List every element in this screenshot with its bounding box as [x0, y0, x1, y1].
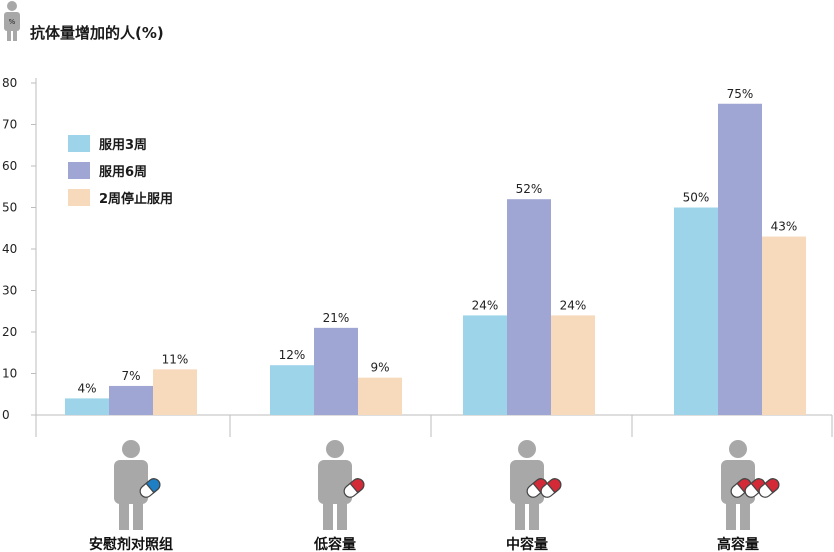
pill-color-half: [546, 478, 562, 494]
data-label: 75%: [727, 87, 754, 101]
category-label: 安慰剂对照组: [89, 536, 173, 552]
person-body: [114, 460, 148, 504]
person-head: [326, 440, 344, 458]
pill: [139, 478, 161, 498]
person-body: [318, 460, 352, 504]
data-label: 9%: [370, 361, 389, 375]
legend-label-6-weeks: 服用6周: [99, 165, 148, 180]
category-icons: [114, 440, 780, 530]
y-tick-label: 50: [2, 201, 17, 215]
person-head: [729, 440, 747, 458]
data-labels: 4% 7% 11% 安慰剂对照组 12% 21% 9% 低容量 24% 52% 24% 中容量 50% 7…: [77, 87, 797, 552]
person-leg: [726, 500, 736, 530]
data-label: 4%: [77, 381, 96, 395]
legend-swatch-3-weeks: [68, 135, 90, 152]
data-label: 43%: [771, 220, 798, 234]
legend-swatch-stop: [68, 189, 90, 206]
person-three-red-pills-icon: [721, 440, 780, 530]
data-label: 52%: [516, 182, 543, 196]
person-leg: [119, 500, 129, 530]
category-label: 低容量: [313, 536, 356, 552]
legend-item: 服用6周: [68, 157, 173, 184]
person-leg: [740, 500, 750, 530]
bar: [762, 236, 806, 415]
bar: [551, 315, 595, 415]
legend-item: 2周停止服用: [68, 184, 173, 211]
y-tick-label: 20: [2, 325, 17, 339]
person-percent-icon: %: [4, 1, 20, 41]
bar: [109, 385, 153, 415]
bar: [718, 103, 762, 415]
pill: [758, 478, 780, 498]
pill-color-half: [764, 478, 780, 494]
bar: [463, 315, 507, 415]
y-tick-label: 40: [2, 242, 17, 256]
y-tick-label: 10: [2, 367, 17, 381]
legend-label-stop: 2周停止服用: [99, 192, 174, 207]
data-label: 21%: [323, 311, 350, 325]
data-label: 24%: [560, 298, 587, 312]
pill: [343, 478, 365, 498]
person-one-red-pill-icon: [318, 440, 365, 530]
bar: [314, 327, 358, 415]
axes: 0 10 20 30 40 50 60 70 80: [2, 76, 833, 437]
category-label: 中容量: [506, 536, 548, 552]
y-tick-label: 80: [2, 76, 17, 90]
legend-swatch-6-weeks: [68, 162, 90, 179]
person-blue-pill-icon: [114, 440, 161, 530]
data-label: 24%: [472, 298, 499, 312]
bar: [270, 365, 314, 415]
person-leg: [529, 500, 539, 530]
data-label: 11%: [162, 352, 189, 366]
legend: 服用3周 服用6周 2周停止服用: [68, 130, 173, 211]
chart-title: 抗体量增加的人(%): [30, 24, 164, 42]
legend-item: 服用3周: [68, 130, 173, 157]
y-tick-label: 30: [2, 284, 17, 298]
person-leg: [337, 500, 347, 530]
pill-color-half: [349, 478, 365, 494]
y-tick-label: 0: [2, 408, 10, 422]
bars: [65, 103, 806, 415]
bar: [65, 398, 109, 415]
data-label: 7%: [121, 369, 140, 383]
person-leg: [133, 500, 143, 530]
pill-color-half: [145, 478, 161, 494]
bar: [358, 377, 402, 415]
person-leg: [323, 500, 333, 530]
y-tick-label: 60: [2, 159, 17, 173]
bar: [674, 207, 718, 415]
person-head: [518, 440, 536, 458]
legend-label-3-weeks: 服用3周: [99, 138, 148, 153]
bar: [153, 369, 197, 415]
person-icon-percent: %: [9, 18, 16, 26]
category-label: 高容量: [717, 536, 759, 552]
person-two-red-pills-icon: [510, 440, 562, 530]
y-tick-label: 70: [2, 118, 17, 132]
pill: [540, 478, 562, 498]
data-label: 12%: [279, 348, 306, 362]
data-label: 50%: [683, 191, 710, 205]
bar: [507, 199, 551, 415]
person-leg: [515, 500, 525, 530]
person-head: [122, 440, 140, 458]
